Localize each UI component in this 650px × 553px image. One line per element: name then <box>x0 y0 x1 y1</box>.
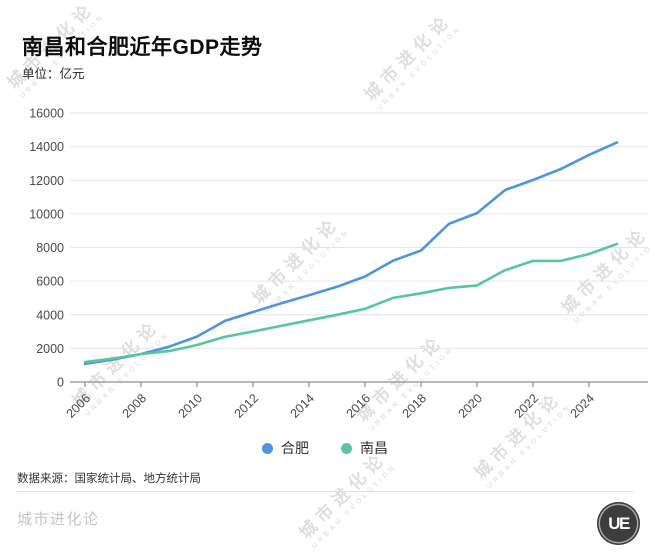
y-tick-label: 12000 <box>29 174 64 188</box>
brand-logo-icon: UE <box>597 502 640 545</box>
x-tick-label: 2012 <box>232 391 262 421</box>
series-line-hefei <box>83 141 619 366</box>
y-tick-label: 4000 <box>36 308 64 322</box>
x-tick-label: 2020 <box>456 391 486 421</box>
x-tick-label: 2024 <box>568 391 598 421</box>
x-tick-label: 2022 <box>512 391 542 421</box>
y-tick-label: 0 <box>57 376 64 390</box>
y-tick-label: 8000 <box>36 241 64 255</box>
y-tick-label: 6000 <box>36 275 64 289</box>
y-tick-label: 14000 <box>29 140 64 154</box>
series-line-nanchang <box>83 242 619 364</box>
x-tick-label: 2018 <box>400 391 430 421</box>
x-tick-label: 2016 <box>344 391 374 421</box>
legend-item-hefei: 合肥 <box>262 438 309 458</box>
watermark-text: 城市进化论 <box>295 447 391 543</box>
watermark-subtext: URBAN EVOLUTION <box>311 463 399 551</box>
page-title: 南昌和合肥近年GDP走势 <box>22 36 263 60</box>
legend-item-nanchang: 南昌 <box>341 438 388 458</box>
gdp-trend-line-chart: 0 2000 4000 6000 8000 10000 12000 14000 16000 200… <box>29 107 648 421</box>
chart-legend: 合肥 南昌 <box>0 438 650 458</box>
legend-label: 南昌 <box>360 440 388 456</box>
legend-dot-icon <box>341 442 352 454</box>
footer-divider <box>17 491 633 492</box>
x-tick-label: 2010 <box>176 391 206 421</box>
legend-label: 合肥 <box>281 440 309 456</box>
x-tick-label: 2014 <box>288 391 318 421</box>
y-tick-label: 16000 <box>29 107 64 121</box>
brand-name: 城市进化论 <box>17 511 100 528</box>
data-source-note: 数据来源：国家统计局、地方统计局 <box>17 473 201 485</box>
unit-label: 单位：亿元 <box>22 67 85 81</box>
legend-dot-icon <box>262 442 273 454</box>
y-tick-label: 10000 <box>29 207 64 221</box>
x-tick-label: 2006 <box>64 391 94 421</box>
x-tick-label: 2008 <box>120 391 150 421</box>
y-tick-label: 2000 <box>36 342 64 356</box>
